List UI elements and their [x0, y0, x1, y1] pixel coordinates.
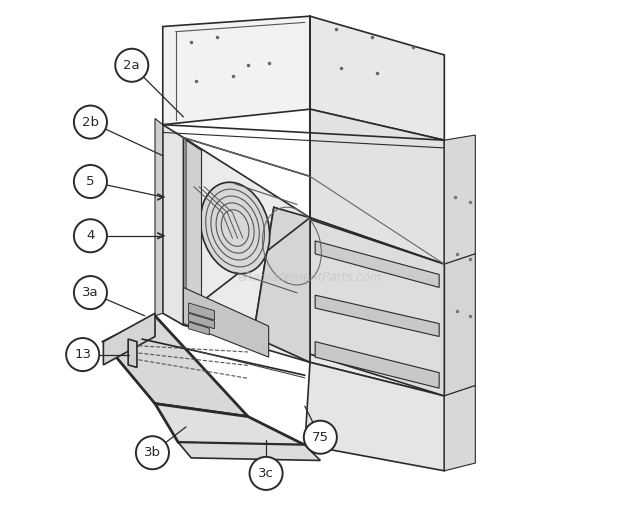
Polygon shape: [184, 138, 310, 362]
Polygon shape: [155, 119, 163, 316]
Polygon shape: [253, 207, 310, 362]
Polygon shape: [188, 303, 215, 320]
Text: 2a: 2a: [123, 59, 140, 72]
Text: 2b: 2b: [82, 116, 99, 128]
Polygon shape: [253, 207, 445, 396]
Text: 3b: 3b: [144, 446, 161, 459]
Text: 13: 13: [74, 348, 91, 361]
Polygon shape: [128, 339, 137, 367]
Circle shape: [115, 49, 148, 82]
Circle shape: [304, 421, 337, 454]
Text: 3a: 3a: [82, 286, 99, 299]
Polygon shape: [163, 16, 310, 125]
Polygon shape: [315, 241, 439, 287]
Polygon shape: [155, 404, 305, 445]
Text: 5: 5: [86, 175, 95, 188]
Circle shape: [74, 106, 107, 139]
Ellipse shape: [200, 182, 270, 274]
Text: 3c: 3c: [258, 467, 274, 480]
Polygon shape: [315, 342, 439, 388]
Polygon shape: [445, 135, 476, 264]
Circle shape: [74, 276, 107, 309]
Polygon shape: [310, 218, 445, 396]
Circle shape: [136, 436, 169, 469]
Polygon shape: [274, 218, 310, 362]
Polygon shape: [186, 140, 202, 324]
Polygon shape: [310, 16, 445, 140]
Circle shape: [74, 165, 107, 198]
Circle shape: [74, 219, 107, 252]
Polygon shape: [445, 385, 476, 471]
Polygon shape: [315, 295, 439, 337]
Polygon shape: [310, 109, 445, 264]
Circle shape: [66, 338, 99, 371]
Polygon shape: [445, 254, 476, 396]
Text: eReplacementParts.com: eReplacementParts.com: [238, 270, 382, 283]
Polygon shape: [305, 362, 445, 471]
Polygon shape: [104, 313, 155, 365]
Polygon shape: [184, 287, 268, 357]
Text: 4: 4: [86, 229, 95, 242]
Polygon shape: [179, 442, 321, 461]
Polygon shape: [188, 322, 210, 335]
Polygon shape: [104, 316, 248, 416]
Circle shape: [250, 457, 283, 490]
Text: 75: 75: [312, 431, 329, 444]
Polygon shape: [188, 313, 215, 329]
Polygon shape: [163, 125, 184, 325]
